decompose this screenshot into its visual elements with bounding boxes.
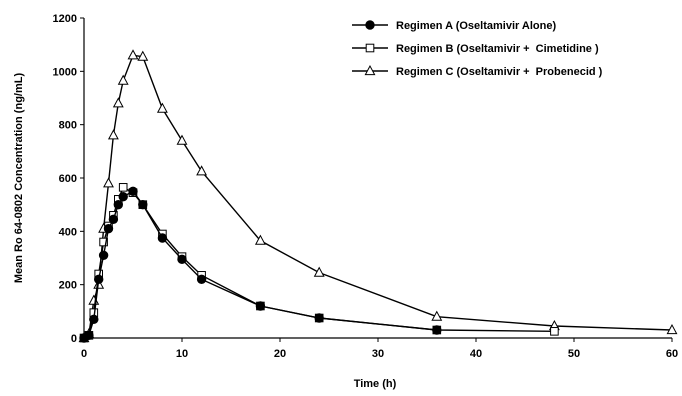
- x-tick-label: 50: [568, 348, 580, 360]
- legend-label: Regimen B (Oseltamivir + Cimetidine ): [396, 43, 599, 55]
- y-axis-title: Mean Ro 64-0802 Concentration (ng/mL): [13, 73, 25, 284]
- legend-marker: [365, 43, 375, 53]
- x-axis-title: Time (h): [354, 378, 397, 390]
- y-tick-label: 200: [59, 280, 77, 292]
- data-point: [107, 129, 119, 140]
- data-point: [108, 214, 119, 225]
- y-tick-label: 1000: [53, 66, 77, 78]
- data-point: [138, 199, 148, 210]
- data-point: [550, 327, 559, 336]
- data-point: [313, 266, 325, 277]
- data-point: [128, 186, 138, 197]
- series-line: [83, 54, 673, 339]
- data-point: [84, 330, 94, 341]
- data-point: [127, 49, 139, 60]
- legend-marker: [365, 20, 375, 30]
- y-tick-label: 600: [59, 173, 77, 185]
- y-tick-label: 0: [71, 333, 77, 345]
- data-point: [176, 134, 188, 145]
- series-c: [78, 49, 678, 343]
- data-point: [137, 50, 149, 61]
- x-tick-label: 20: [274, 348, 286, 360]
- x-tick-label: 0: [81, 348, 87, 360]
- data-point: [103, 177, 114, 188]
- axes: 0 200 400 600 800 1000 1200 0 10 20 30 40 50 60: [53, 13, 679, 360]
- data-point: [99, 237, 108, 247]
- data-point: [89, 314, 99, 325]
- y-tick-label: 800: [59, 120, 77, 132]
- data-point: [255, 301, 266, 311]
- data-point: [118, 183, 128, 192]
- x-tick-label: 10: [176, 348, 188, 360]
- data-point: [666, 323, 678, 335]
- legend-label: Regimen A (Oseltamivir Alone): [396, 20, 556, 32]
- data-point: [112, 97, 124, 108]
- data-point: [94, 274, 104, 285]
- data-point: [98, 250, 109, 261]
- legend-marker: [364, 64, 376, 76]
- x-tick-label: 40: [470, 348, 482, 360]
- data-point: [157, 233, 168, 243]
- data-point: [156, 102, 168, 113]
- y-tick-label: 1200: [53, 13, 77, 25]
- data-point: [196, 165, 208, 176]
- series-layer: [78, 49, 678, 343]
- data-point: [254, 234, 266, 245]
- data-point: [314, 313, 324, 323]
- data-point: [118, 191, 128, 202]
- x-tick-label: 30: [372, 348, 384, 360]
- data-point: [103, 223, 114, 234]
- data-point: [431, 310, 443, 321]
- data-point: [117, 74, 129, 85]
- data-point: [113, 199, 124, 210]
- series-line: [83, 190, 437, 339]
- y-tick-label: 400: [59, 226, 77, 238]
- series-a: [79, 186, 442, 343]
- data-point: [432, 325, 442, 335]
- legend: Regimen A (Oseltamivir Alone) Regimen B (…: [352, 20, 603, 78]
- x-tick-label: 60: [666, 348, 678, 360]
- data-point: [196, 274, 207, 285]
- data-point: [177, 254, 187, 265]
- legend-label: Regimen C (Oseltamivir + Probenecid ): [396, 66, 603, 78]
